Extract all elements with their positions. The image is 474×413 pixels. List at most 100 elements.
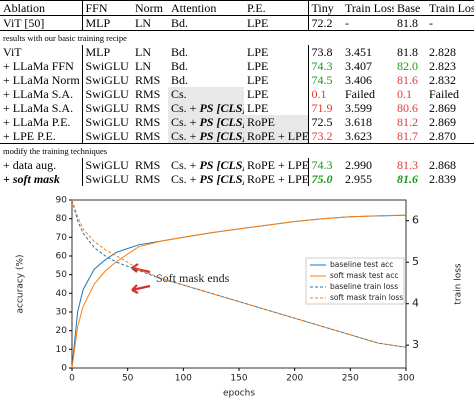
table-cell: - [429, 16, 433, 30]
table-cell: 74.3 [311, 158, 333, 172]
y-tick-label: 50 [56, 270, 68, 280]
table-cell: RMS [135, 115, 161, 129]
table-cell: 3.623 [345, 129, 372, 143]
header-cell: Norm [132, 0, 168, 16]
table-cell: 2.869 [429, 115, 456, 129]
table-cell: + LLaMa P.E. [0, 115, 83, 129]
table-cell: 81.2 [397, 115, 418, 129]
x-tick-label: 150 [230, 374, 247, 384]
table-cell: LN [135, 45, 151, 59]
table-cell: 2.870 [429, 129, 456, 143]
table-cell: 2.869 [429, 101, 456, 115]
table-cell: 72.2 [311, 16, 333, 30]
table-cell: LN [135, 59, 151, 73]
legend-label: soft mask train loss [330, 293, 403, 302]
table-cell: Cs. + PS [CLS] [168, 101, 244, 115]
y2-tick-label: 6 [412, 214, 419, 227]
table-cell: Failed [429, 87, 459, 101]
table-cell: 81.7 [397, 129, 418, 143]
table-cell: LPE [244, 15, 309, 31]
training-curves-chart: accuracy (%) train loss epochs Soft mask… [16, 196, 464, 399]
table-cell: 73.2 [311, 129, 333, 143]
table-cell: LPE [244, 101, 309, 115]
table-cell: + soft mask [0, 172, 83, 186]
table-row: + LLaMa S.A. SwiGLU RMS Cs. LPE 0.1 Failed 0.1 F… [0, 87, 474, 101]
header-cell: Attention [168, 0, 244, 16]
table-cell: 71.9 [311, 101, 333, 115]
header-cell: Train Loss [426, 0, 474, 16]
table-cell: 81.8 [397, 16, 418, 30]
table-cell: ViT [50] [0, 15, 83, 31]
table-cell: RMS [135, 172, 161, 186]
table-cell: 2.990 [345, 158, 372, 172]
annotation: Soft mask ends [156, 271, 230, 285]
table-cell: 82.0 [397, 59, 418, 73]
table-cell: + LLaMa S.A. [0, 101, 83, 115]
table-cell: 0.1 [397, 87, 412, 101]
annotation-arrows [131, 263, 151, 294]
x-tick-label: 0 [69, 374, 75, 384]
table-cell: SwiGLU [85, 87, 129, 101]
table-cell: SwiGLU [85, 172, 129, 186]
table-row: + LLaMa P.E. SwiGLU RMS Cs. + PS [CLS] RoPE 7… [0, 115, 474, 129]
table-cell: SwiGLU [85, 158, 129, 172]
y-tick-label: 60 [56, 252, 68, 262]
table-cell: RoPE + LPE [244, 172, 309, 186]
table-cell: 72.5 [311, 115, 333, 129]
table-row: + LLaMa FFN SwiGLU LN Bd. LPE 74.3 3.407 82.0 2.… [0, 59, 474, 73]
table-cell: MLP [85, 45, 111, 59]
table-cell: + data aug. [0, 158, 83, 172]
x-axis-label: epochs [223, 389, 255, 399]
table-cell: + LLaMa Norm [0, 73, 83, 87]
table-cell: 0.1 [311, 87, 327, 101]
table-cell: SwiGLU [85, 115, 129, 129]
table-cell: 2.955 [345, 172, 372, 186]
table-cell: RMS [135, 73, 161, 87]
series-line [71, 214, 407, 369]
legend-label: baseline train loss [330, 282, 398, 291]
x-tick-label: 300 [397, 374, 414, 384]
table-cell: Cs. + PS [CLS] [168, 158, 244, 172]
y-tick-label: 70 [56, 233, 68, 243]
section-label: results with our basic training recipe [0, 30, 474, 45]
cell-emphasis: PS [CLS] [199, 172, 244, 186]
table-cell: LPE [244, 87, 309, 101]
table-cell: RMS [135, 129, 161, 143]
legend-label: soft mask test acc [330, 271, 399, 280]
table-cell: 2.832 [429, 73, 456, 87]
table-row: + LLaMa Norm SwiGLU RMS Bd. LPE 74.5 3.406 81.6… [0, 73, 474, 87]
section-label: modify the training techniques [0, 143, 474, 158]
table-cell: - [345, 16, 349, 30]
header-cell: Train Loss [342, 0, 394, 16]
table-cell: SwiGLU [85, 129, 129, 143]
table-cell: RMS [135, 158, 161, 172]
header-cell: Tiny [308, 0, 342, 16]
table-cell: Cs. [168, 87, 244, 101]
series-line [71, 199, 407, 348]
table-row: + LLaMa S.A. SwiGLU RMS Cs. + PS [CLS] LPE 71… [0, 101, 474, 115]
legend-label: baseline test acc [330, 260, 393, 269]
table-cell: RMS [135, 87, 161, 101]
table-cell: 81.6 [397, 73, 418, 87]
table-cell: Bd. [171, 73, 189, 87]
table-cell: Cs. + PS [CLS] [168, 115, 244, 129]
table-cell: SwiGLU [85, 101, 129, 115]
x-tick-label: 50 [122, 374, 134, 384]
table-cell: Bd. [171, 45, 189, 59]
cell-emphasis: PS [CLS] [199, 129, 244, 143]
table-cell: MLP [85, 16, 111, 30]
y-tick-label: 90 [56, 196, 68, 206]
table-cell: LPE [244, 45, 309, 59]
section-row: results with our basic training recipe [0, 30, 474, 45]
y2-tick-label: 4 [412, 297, 419, 310]
table-cell: 81.3 [397, 158, 418, 172]
header-cell: Ablation [0, 0, 83, 16]
y-tick-label: 40 [56, 289, 68, 299]
table-cell: 2.868 [429, 158, 456, 172]
table-row: + data aug. SwiGLU RMS Cs. + PS [CLS] RoPE +… [0, 158, 474, 172]
table-row: + soft mask SwiGLU RMS Cs. + PS [CLS] RoPE +… [0, 172, 474, 186]
table-cell: 3.451 [345, 45, 372, 59]
x-tick-label: 250 [342, 374, 359, 384]
table-cell: 73.8 [311, 45, 333, 59]
